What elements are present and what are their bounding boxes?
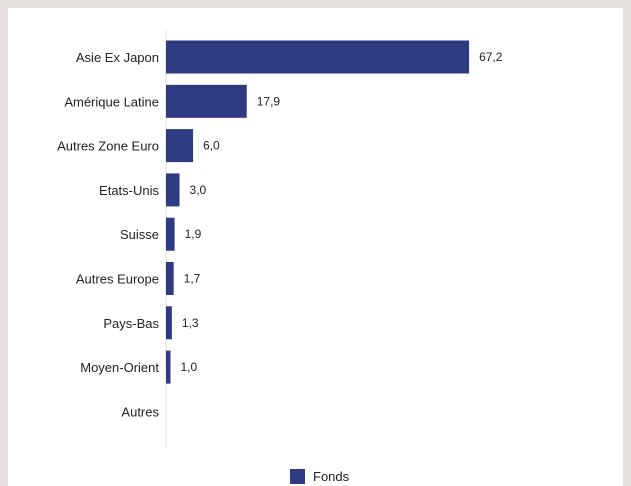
bar	[166, 173, 180, 207]
value-label: 67,2	[479, 50, 503, 64]
bar	[166, 129, 194, 163]
category-label: Amérique Latine	[64, 94, 159, 109]
category-label: Moyen-Orient	[80, 360, 159, 375]
bar	[166, 350, 171, 384]
value-label: 1,7	[184, 272, 201, 286]
category-label: Etats-Unis	[99, 183, 159, 198]
category-label: Suisse	[120, 227, 159, 242]
value-label: 17,9	[257, 94, 281, 108]
legend-label-fonds: Fonds	[313, 469, 350, 484]
chart-legend: Fonds	[290, 469, 349, 484]
category-label: Autres	[121, 404, 159, 419]
value-label: 1,0	[181, 360, 198, 374]
bar	[166, 306, 172, 340]
bar-chart: Asie Ex Japon 67,2 Amérique Latine 17,9 Autr…	[57, 30, 503, 448]
bar	[166, 40, 470, 74]
value-label: 3,0	[190, 183, 207, 197]
legend-swatch-fonds	[290, 469, 305, 484]
category-label: Asie Ex Japon	[76, 50, 159, 65]
value-label: 6,0	[203, 139, 220, 153]
value-label: 1,3	[182, 316, 199, 330]
value-label: 1,9	[185, 227, 202, 241]
bar	[166, 217, 175, 251]
bar	[166, 262, 174, 295]
chart-panel: Asie Ex Japon 67,2 Amérique Latine 17,9 Autr…	[8, 8, 623, 486]
category-label: Pays-Bas	[103, 316, 159, 331]
category-label: Autres Zone Euro	[57, 139, 159, 154]
category-label: Autres Europe	[76, 272, 159, 287]
bar	[166, 84, 247, 118]
